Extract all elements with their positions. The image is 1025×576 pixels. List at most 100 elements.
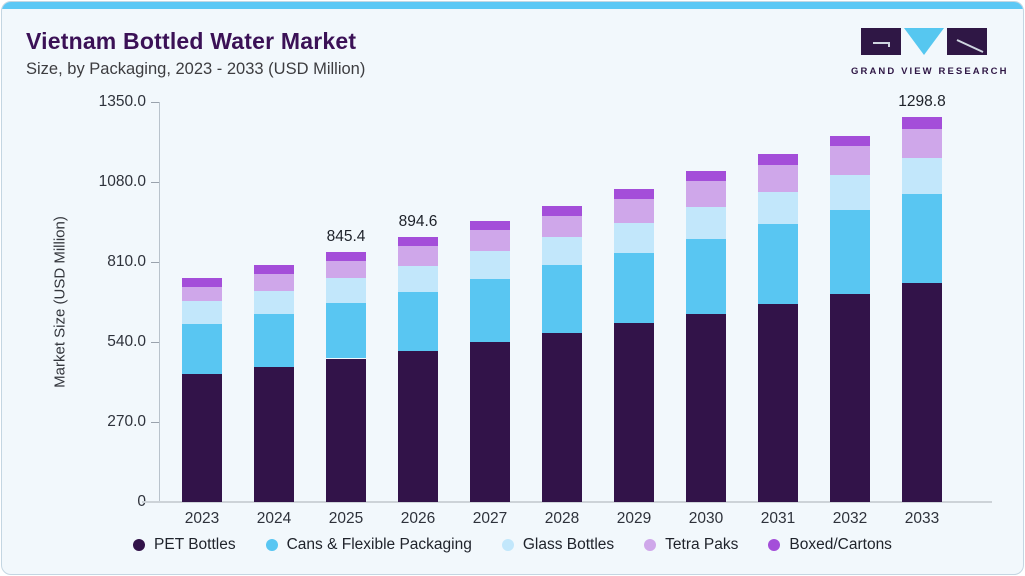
bar-segment-2023-boxed-cartons [182,277,222,287]
bar-segment-2030-boxed-cartons [686,171,726,182]
bar-segment-2031-cans-flexible-packaging [758,223,798,305]
bar-segment-2033-pet-bottles [902,283,942,502]
x-axis-tick-label: 2026 [400,510,436,527]
bar-segment-2025-pet-bottles [326,358,366,502]
x-axis-tick-label: 2027 [472,510,508,527]
bar-segment-2032-cans-flexible-packaging [830,210,870,294]
bar-segment-2031-glass-bottles [758,191,798,224]
bar-segment-2029-pet-bottles [614,323,654,502]
bar-segment-2027-pet-bottles [470,342,510,502]
legend-item-glass-bottles: Glass Bottles [501,536,615,554]
bar-segment-2025-cans-flexible-packaging [326,303,366,359]
legend-item-cans-flexible-packaging: Cans & Flexible Packaging [265,536,472,554]
bar-segment-2028-boxed-cartons [542,205,582,216]
y-axis-title: Market Size (USD Million) [51,216,69,388]
x-axis-tick-label: 2028 [544,510,580,527]
bar-segment-2031-pet-bottles [758,304,798,502]
x-axis-tick-label: 2033 [904,510,940,527]
y-axis-tick [151,261,159,263]
legend-swatch-icon [768,539,781,551]
legend-label: Boxed/Cartons [789,536,892,553]
x-axis-tick-label: 2030 [688,510,724,527]
bar-segment-2032-tetra-paks [830,146,870,175]
x-axis-tick-label: 2024 [256,510,292,527]
gvr-logo-text: GRAND VIEW RESEARCH [851,66,1009,77]
bar-segment-2027-cans-flexible-packaging [470,278,510,343]
y-axis-tick-label: 540.0 [107,333,146,350]
y-axis-spine [159,102,160,502]
legend-label: Glass Bottles [522,536,615,553]
bar-segment-2024-cans-flexible-packaging [254,314,294,367]
y-axis-tick [151,341,159,343]
bar-segment-2029-glass-bottles [614,222,654,254]
bar-segment-2025-tetra-paks [326,260,366,278]
bar-segment-2027-boxed-cartons [470,220,510,230]
bar-total-label: 845.4 [326,227,366,245]
bar-total-label: 894.6 [398,212,438,230]
legend-item-tetra-paks: Tetra Paks [644,536,738,554]
y-axis-tick-label: 270.0 [107,413,146,430]
bar-segment-2026-tetra-paks [398,246,438,266]
x-axis-line [142,501,992,503]
bar-segment-2028-glass-bottles [542,236,582,266]
x-axis-tick-label: 2025 [328,510,364,527]
legend-item-pet-bottles: PET Bottles [133,536,236,554]
bar-segment-2032-glass-bottles [830,174,870,210]
bar-segment-2029-tetra-paks [614,198,654,223]
bar-segment-2028-pet-bottles [542,332,582,502]
bar-segment-2030-glass-bottles [686,206,726,239]
page-subtitle: Size, by Packaging, 2023 - 2033 (USD Mil… [26,60,366,78]
page-title: Vietnam Bottled Water Market [26,28,357,54]
grand-view-research-logo: GRAND VIEW RESEARCH [851,28,1009,77]
y-axis-tick [151,181,159,183]
bar-segment-2033-glass-bottles [902,157,942,194]
bar-segment-2025-glass-bottles [326,277,366,304]
bar-segment-2023-cans-flexible-packaging [182,323,222,375]
legend-swatch-icon [265,539,278,551]
bar-segment-2032-pet-bottles [830,293,870,502]
bar-segment-2027-tetra-paks [470,230,510,252]
y-axis-tick [151,101,159,103]
gvr-logo-icon [861,28,987,55]
bar-segment-2033-boxed-cartons [902,117,942,129]
y-axis-tick-label: 1350.0 [98,93,146,110]
bar-total-label: 1298.8 [898,93,946,111]
bar-segment-2030-pet-bottles [686,314,726,502]
bar-segment-2032-boxed-cartons [830,135,870,147]
y-axis-tick-label: 810.0 [107,253,146,270]
bar-segment-2026-cans-flexible-packaging [398,292,438,352]
bar-segment-2024-pet-bottles [254,366,294,502]
bar-segment-2024-boxed-cartons [254,265,294,275]
bar-segment-2024-tetra-paks [254,274,294,291]
y-axis-tick-label: 1080.0 [98,173,146,190]
bar-segment-2031-boxed-cartons [758,154,798,165]
bar-segment-2023-glass-bottles [182,301,222,324]
x-axis-tick-label: 2032 [832,510,868,527]
bar-segment-2026-boxed-cartons [398,236,438,247]
legend-swatch-icon [133,539,146,551]
bar-segment-2033-tetra-paks [902,129,942,158]
legend-swatch-icon [644,539,657,551]
bar-segment-2028-tetra-paks [542,215,582,237]
bar-segment-2023-pet-bottles [182,374,222,502]
bar-segment-2031-tetra-paks [758,164,798,192]
top-accent-bar [2,2,1023,9]
bar-segment-2026-glass-bottles [398,265,438,293]
bar-segment-2033-cans-flexible-packaging [902,193,942,284]
legend-label: Cans & Flexible Packaging [286,536,472,553]
x-axis-tick-label: 2023 [184,510,220,527]
y-axis-tick [151,421,159,423]
legend-label: Tetra Paks [665,536,739,553]
bar-segment-2030-tetra-paks [686,181,726,207]
bar-segment-2029-cans-flexible-packaging [614,253,654,324]
bar-segment-2025-boxed-cartons [326,251,366,261]
legend-label: PET Bottles [154,536,236,553]
x-axis-tick-label: 2029 [616,510,652,527]
legend-item-boxed-cartons: Boxed/Cartons [768,536,892,554]
y-axis-tick-label: 0 [56,493,146,511]
legend-swatch-icon [501,539,514,551]
bar-segment-2023-tetra-paks [182,286,222,302]
bar-segment-2024-glass-bottles [254,290,294,314]
bar-segment-2030-cans-flexible-packaging [686,238,726,315]
x-axis-tick-label: 2031 [760,510,796,527]
